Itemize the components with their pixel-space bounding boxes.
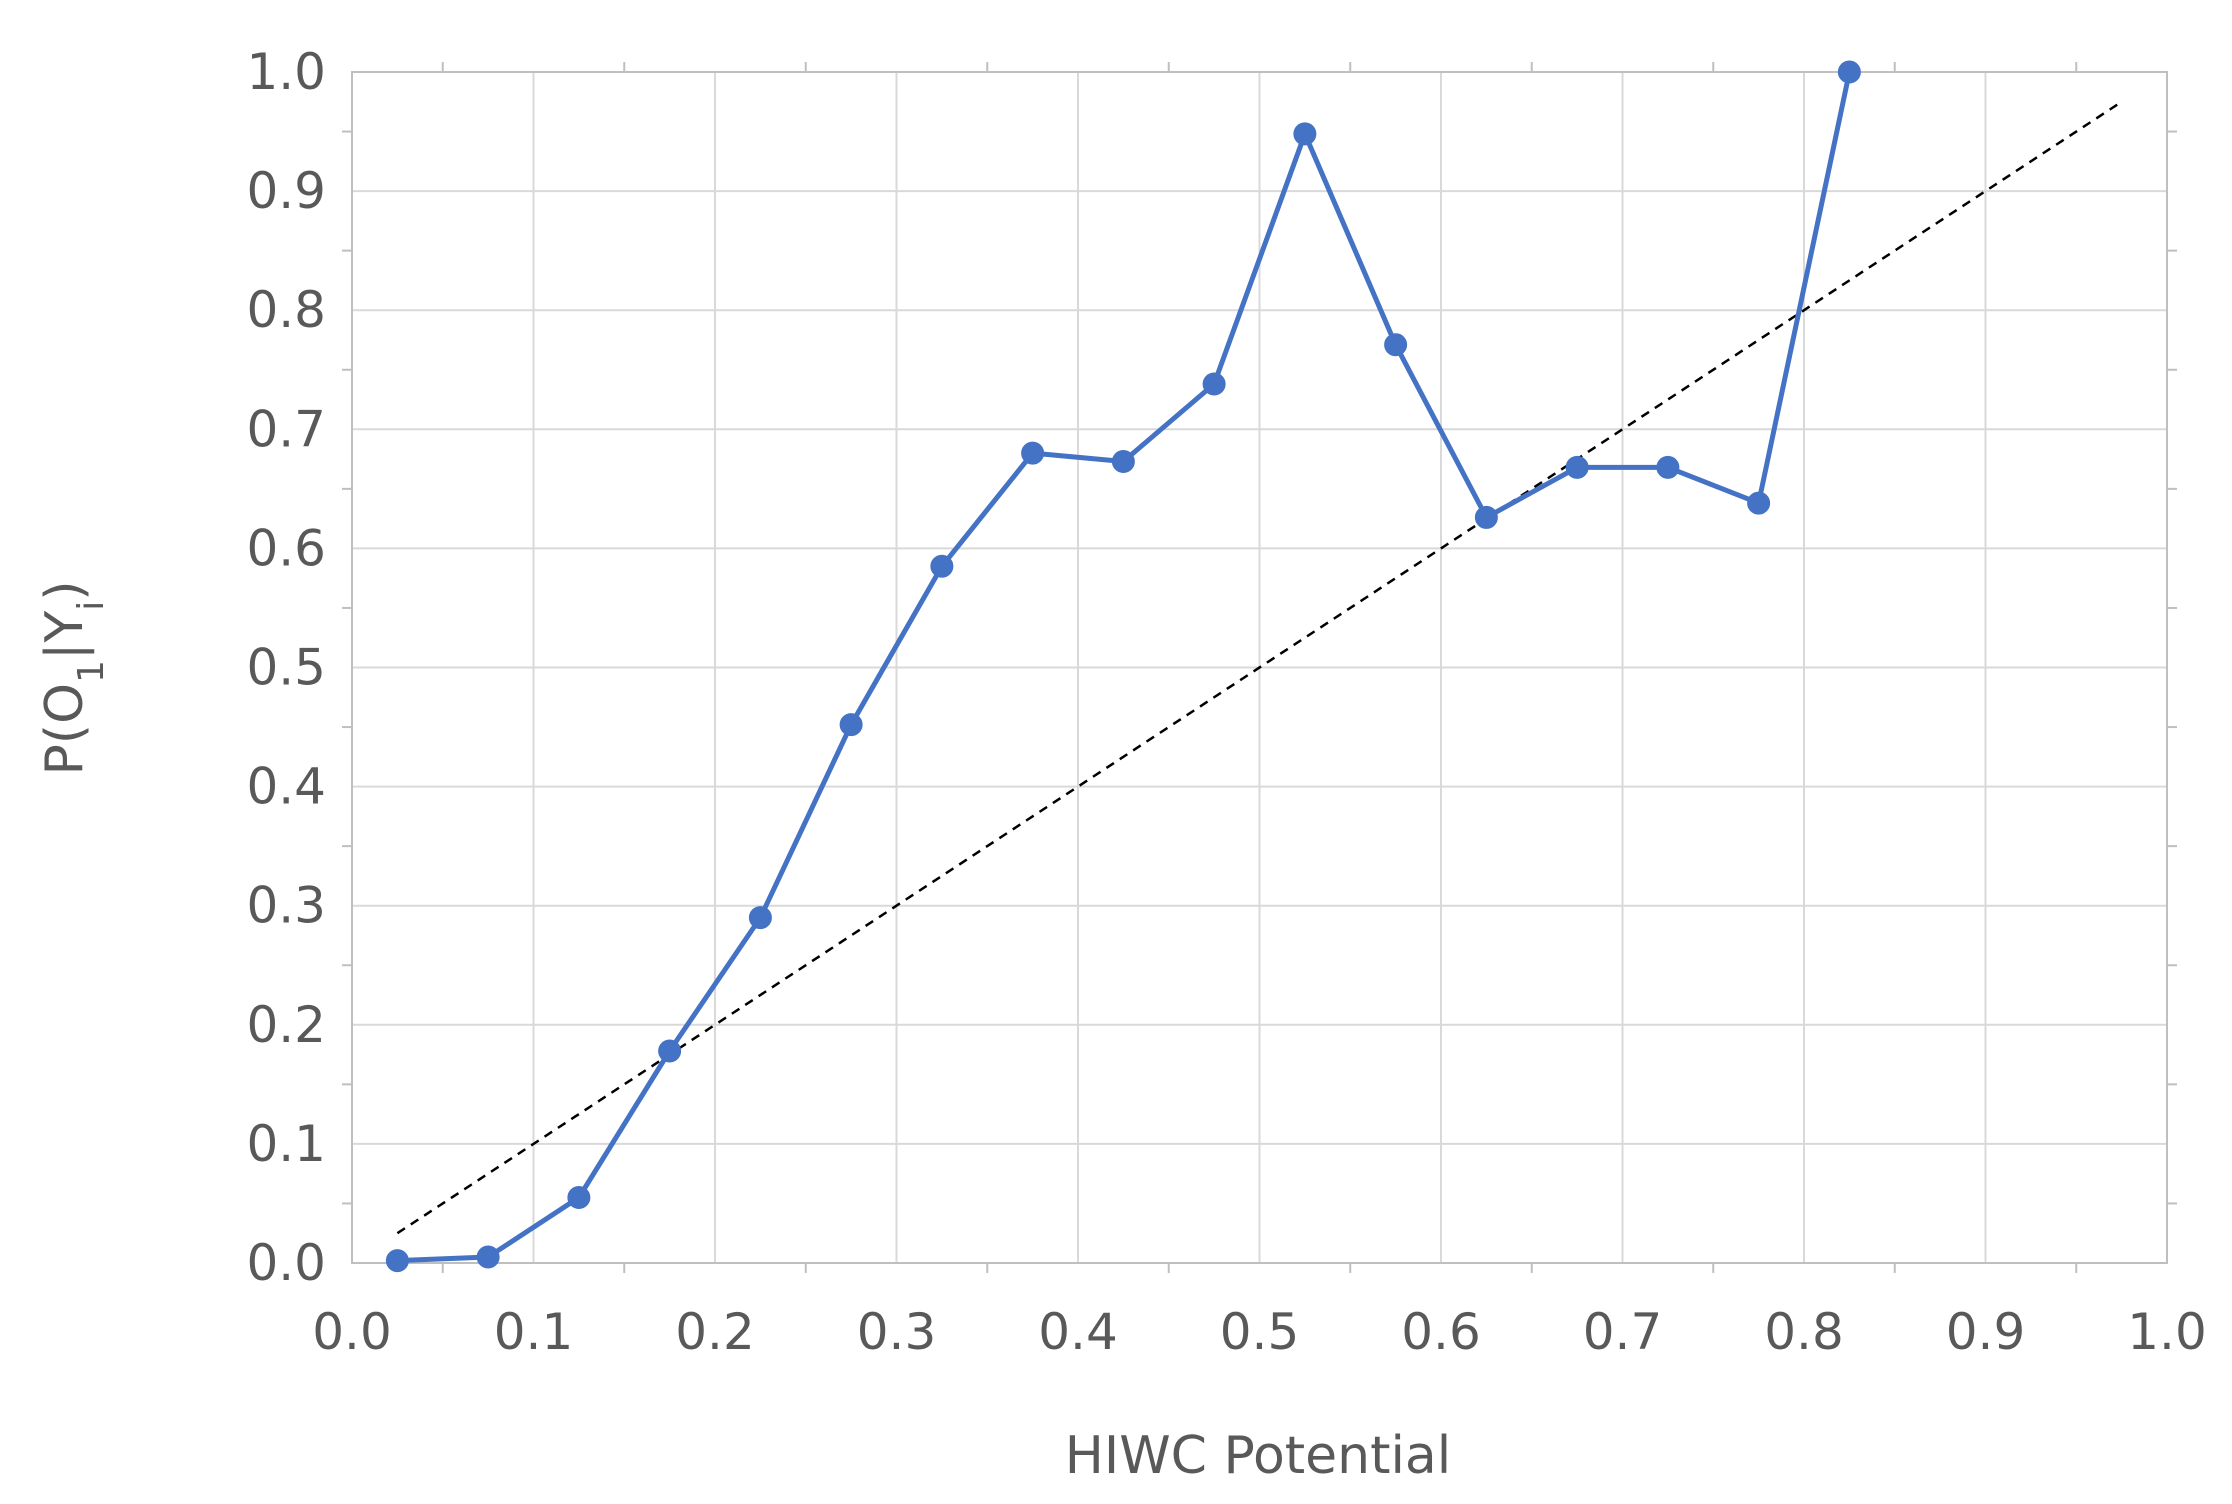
data-point: [1384, 333, 1408, 357]
x-tick-label: 1.0: [2127, 1303, 2207, 1361]
y-tick-label: 0.2: [246, 996, 326, 1054]
series-layer: [385, 60, 2123, 1273]
y-axis-title-suffix: ): [35, 580, 95, 600]
y-tick-label: 0.8: [246, 281, 326, 339]
data-point: [748, 906, 772, 930]
data-point: [1021, 441, 1045, 465]
data-point: [1747, 491, 1771, 515]
data-point: [567, 1185, 591, 1209]
plot-area-border: [351, 71, 2168, 1264]
y-tick-label: 0.1: [246, 1115, 326, 1173]
x-tick-label: 0.3: [857, 1303, 937, 1361]
y-tick-label: 0.5: [246, 639, 326, 697]
y-tick-label: 0.3: [246, 877, 326, 935]
data-point: [476, 1245, 500, 1269]
data-point: [1293, 122, 1317, 146]
y-tick-label: 1.0: [246, 43, 326, 101]
y-tick-label: 0.6: [246, 519, 326, 577]
y-tick-label: 0.4: [246, 758, 326, 816]
reference-line: [396, 100, 2123, 1235]
x-tick-label: 0.5: [1220, 1303, 1300, 1361]
y-tick-label: 0.9: [246, 162, 326, 220]
y-axis-title-subscript-1: 1: [71, 660, 112, 683]
data-point: [1202, 372, 1226, 396]
y-tick-labels: 0.0 0.1 0.2 0.3 0.4 0.5 0.6 0.7 0.8 0.9 1.0: [246, 43, 326, 1292]
x-tick-label: 0.7: [1583, 1303, 1663, 1361]
data-point: [385, 1249, 409, 1273]
y-axis-title-prefix: P(O: [35, 683, 95, 776]
y-tick-label: 0.7: [246, 400, 326, 458]
data-point: [1111, 449, 1135, 473]
y-axis-title-subscript-2: i: [71, 601, 112, 611]
data-point: [930, 554, 954, 578]
x-axis-title: HIWC Potential: [1065, 1426, 1452, 1486]
data-point: [658, 1039, 682, 1063]
data-point: [1656, 455, 1680, 479]
x-tick-label: 0.0: [312, 1303, 392, 1361]
data-point: [1474, 505, 1498, 529]
data-point: [1565, 455, 1589, 479]
x-tick-label: 0.8: [1764, 1303, 1844, 1361]
x-tick-label: 0.9: [1946, 1303, 2026, 1361]
x-tick-label: 0.4: [1038, 1303, 1118, 1361]
x-tick-label: 0.1: [494, 1303, 574, 1361]
axes: [351, 71, 2168, 1264]
y-tick-label: 0.0: [246, 1234, 326, 1292]
x-tick-labels: 0.0 0.1 0.2 0.3 0.4 0.5 0.6 0.7 0.8 0.9 1.0: [312, 1303, 2207, 1361]
x-tick-label: 0.6: [1401, 1303, 1481, 1361]
x-tick-label: 0.2: [675, 1303, 755, 1361]
data-point: [839, 713, 863, 737]
y-axis-title-middle: |Y: [35, 611, 95, 661]
y-axis-title: P(O1|Yi): [35, 580, 112, 775]
data-point: [1837, 60, 1861, 84]
minor-gridlines: [342, 62, 2177, 1273]
